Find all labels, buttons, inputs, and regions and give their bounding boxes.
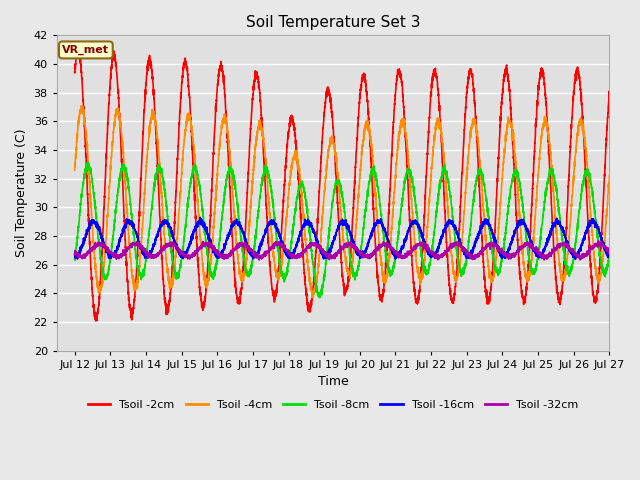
Legend: Tsoil -2cm, Tsoil -4cm, Tsoil -8cm, Tsoil -16cm, Tsoil -32cm: Tsoil -2cm, Tsoil -4cm, Tsoil -8cm, Tsoi…: [84, 396, 582, 415]
Title: Soil Temperature Set 3: Soil Temperature Set 3: [246, 15, 420, 30]
X-axis label: Time: Time: [317, 375, 348, 388]
Y-axis label: Soil Temperature (C): Soil Temperature (C): [15, 129, 28, 257]
Text: VR_met: VR_met: [62, 45, 109, 55]
